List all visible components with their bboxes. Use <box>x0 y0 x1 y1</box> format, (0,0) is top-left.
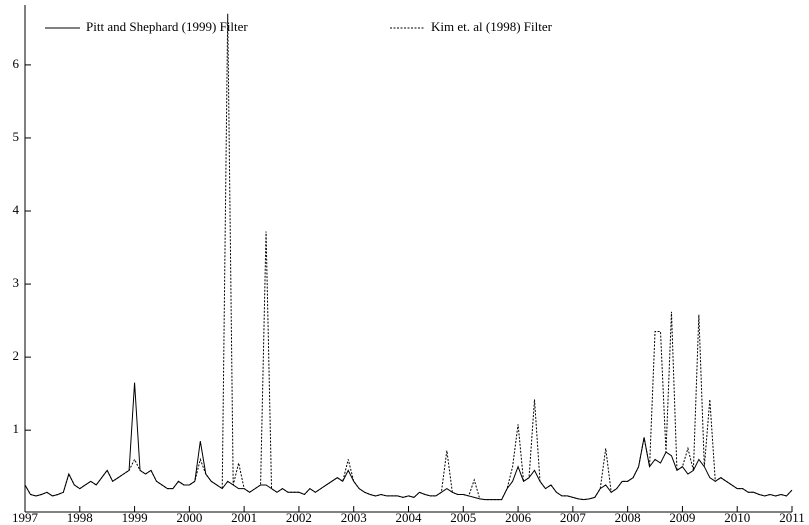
x-tick-label: 2011 <box>779 510 805 525</box>
x-tick-label: 1998 <box>67 510 93 525</box>
x-tick-label: 2005 <box>450 510 476 525</box>
y-tick-label: 4 <box>13 202 20 217</box>
series-line <box>24 382 793 501</box>
legend-label: Kim et. al (1998) Filter <box>431 19 553 34</box>
x-tick-label: 2010 <box>724 510 750 525</box>
x-tick-label: 2000 <box>176 510 202 525</box>
legend-label: Pitt and Shephard (1999) Filter <box>86 19 248 34</box>
y-tick-label: 1 <box>13 421 20 436</box>
x-tick-label: 2003 <box>341 510 367 525</box>
y-tick-label: 3 <box>13 275 20 290</box>
x-tick-label: 2001 <box>231 510 257 525</box>
y-tick-label: 6 <box>13 56 20 71</box>
x-tick-label: 2008 <box>615 510 641 525</box>
x-tick-label: 2007 <box>560 510 587 525</box>
y-tick-label: 2 <box>13 348 20 363</box>
y-tick-label: 5 <box>13 129 20 144</box>
x-tick-label: 2009 <box>669 510 695 525</box>
x-tick-label: 2006 <box>505 510 532 525</box>
x-tick-label: 2002 <box>286 510 312 525</box>
x-tick-label: 1999 <box>122 510 148 525</box>
x-tick-label: 2004 <box>396 510 423 525</box>
series-line <box>24 13 793 501</box>
x-tick-label: 1997 <box>12 510 39 525</box>
